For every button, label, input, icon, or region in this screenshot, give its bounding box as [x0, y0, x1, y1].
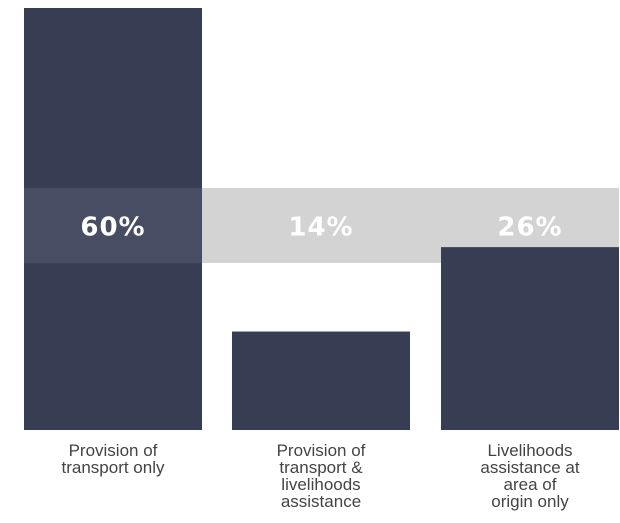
label-band-segment-1 [24, 188, 202, 263]
category-label-1: Provision of transport only [62, 441, 165, 477]
bar-2 [232, 331, 410, 430]
category-label-3: Livelihoods assistance at area of origin on… [480, 441, 579, 511]
category-label-2: Provision of transport & livelihoods assist… [277, 441, 366, 511]
category-labels-group: Provision of transport only Provision of tr… [62, 441, 580, 511]
value-label-1: 60% [80, 213, 145, 243]
bar-3 [441, 247, 619, 430]
value-label-2: 14% [288, 213, 353, 243]
value-label-3: 26% [497, 213, 562, 243]
value-labels-group: 60% 14% 26% [24, 188, 562, 263]
